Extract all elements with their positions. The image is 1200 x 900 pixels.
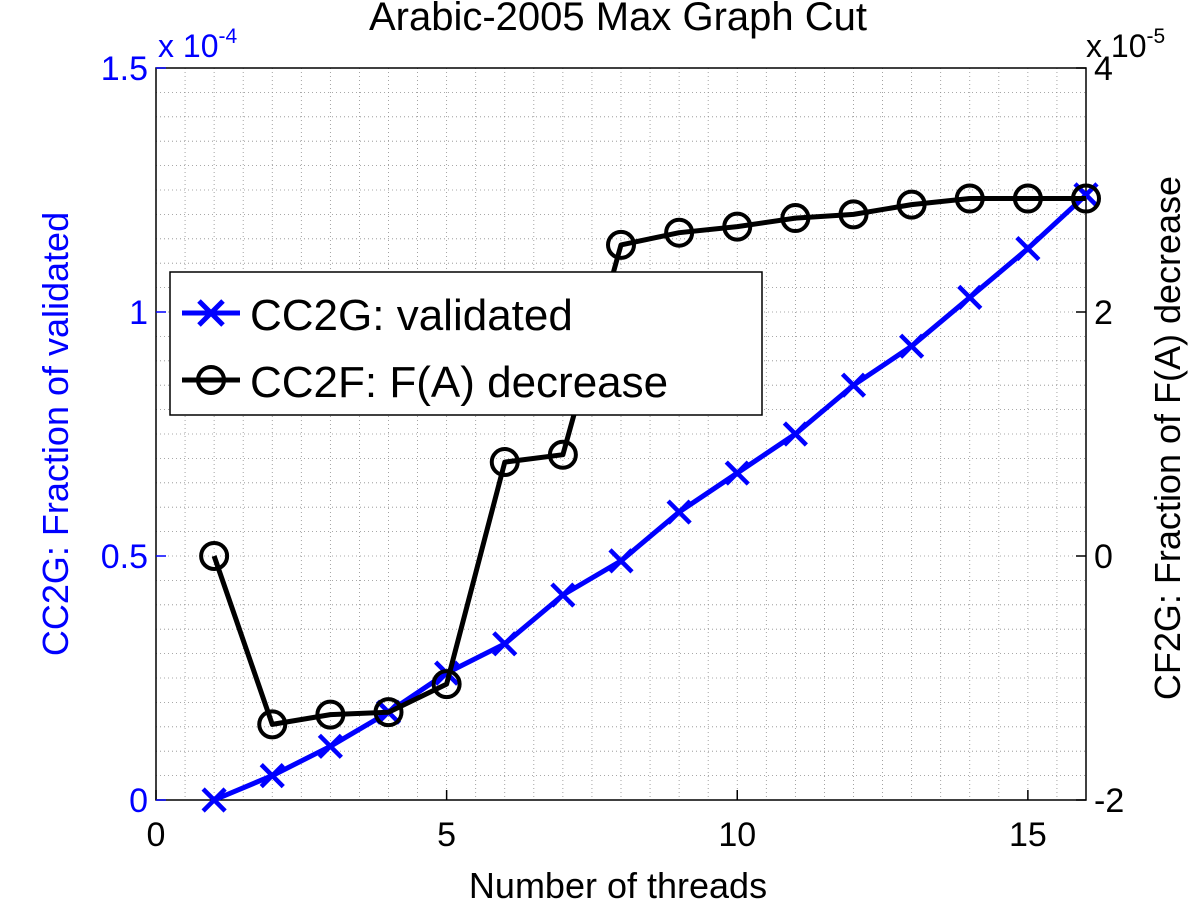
y-left-tick-label: 1.5 xyxy=(101,50,148,88)
data-point-cc2f xyxy=(431,669,462,700)
y-right-multiplier-base: x 10 xyxy=(1086,28,1146,64)
x-tick-label: 0 xyxy=(147,816,166,854)
y-left-axis-label: CC2G: Fraction of validated xyxy=(35,212,76,656)
legend-x-marker-icon xyxy=(197,299,225,327)
data-point-cc2g xyxy=(492,631,518,657)
data-point-cc2f xyxy=(722,211,753,242)
plot-frame xyxy=(155,67,1087,801)
data-point-cc2f xyxy=(199,541,230,571)
data-point-cc2g xyxy=(840,372,867,398)
y-right-tick-label: 0 xyxy=(1094,538,1113,576)
data-point-cc2g xyxy=(957,284,983,310)
y-right-tick-label: 4 xyxy=(1094,50,1113,88)
data-point-cc2f xyxy=(315,699,346,730)
data-point-cc2f xyxy=(838,199,869,230)
data-point-cc2g xyxy=(259,763,285,789)
data-point-cc2g xyxy=(666,499,692,525)
x-tick-label: 5 xyxy=(437,816,456,854)
data-point-cc2f xyxy=(780,203,811,234)
data-point-cc2g xyxy=(724,460,750,486)
data-point-cc2f xyxy=(606,229,636,260)
y-left-multiplier-exponent: -4 xyxy=(218,25,237,48)
legend-label-cc2f: CC2F: F(A) decrease xyxy=(250,358,668,407)
data-point-cc2g xyxy=(782,421,808,447)
y-right-tick-label: 2 xyxy=(1094,294,1113,332)
data-point-cc2g xyxy=(899,333,925,359)
data-point-cc2g xyxy=(317,733,343,759)
data-point-cc2f xyxy=(547,439,578,470)
legend-box xyxy=(169,271,763,416)
data-point-cc2f xyxy=(257,709,288,740)
y-right-axis-label: CF2G: Fraction of F(A) decrease xyxy=(1147,176,1188,700)
y-right-multiplier-exponent: -5 xyxy=(1146,25,1165,48)
series-line-cc2f xyxy=(211,196,1086,727)
data-point-cc2f xyxy=(664,217,695,248)
y-left-tick-label: 0.5 xyxy=(101,538,148,576)
data-point-cc2f xyxy=(489,447,520,478)
data-point-cc2f xyxy=(896,189,927,220)
legend: CC2G: validated CC2F: F(A) decrease xyxy=(169,271,763,416)
data-point-cc2f xyxy=(1071,183,1101,214)
series-line-cc2g xyxy=(213,193,1088,803)
x-tick-label: 10 xyxy=(718,816,756,854)
legend-label-cc2g: CC2G: validated xyxy=(250,291,573,340)
series-layer xyxy=(199,182,1101,813)
data-point-cc2g xyxy=(201,787,227,813)
y-left-tick-label: 1 xyxy=(129,294,148,332)
data-point-cc2f xyxy=(1012,183,1043,214)
legend-circle-marker-icon xyxy=(196,365,226,395)
chart-title: Arabic-2005 Max Graph Cut xyxy=(369,0,867,39)
y-left-multiplier: x 10-4 xyxy=(158,25,237,64)
x-axis-label: Number of threads xyxy=(469,865,767,900)
axis-ticks: 0 5 10 15 0 0.5 1 1.5 -2 0 2 4 xyxy=(101,50,1125,854)
data-point-cc2g xyxy=(550,582,576,608)
x-tick-label: 15 xyxy=(1009,816,1047,854)
data-point-cc2f xyxy=(373,697,404,728)
data-point-cc2g xyxy=(1015,235,1041,262)
y-left-tick-label: 0 xyxy=(129,782,148,820)
y-left-multiplier-base: x 10 xyxy=(158,28,218,64)
data-point-cc2f xyxy=(954,183,985,214)
y-right-tick-label: -2 xyxy=(1094,782,1124,820)
y-right-multiplier: x 10-5 xyxy=(1086,25,1165,64)
data-point-cc2g xyxy=(608,548,634,574)
